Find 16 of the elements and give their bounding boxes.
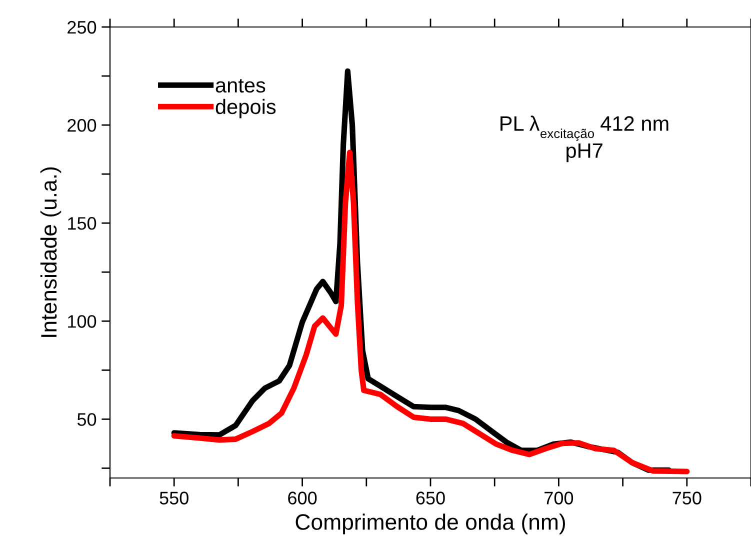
annotation: PL λexcitação 412 nm xyxy=(500,116,668,141)
x-tick-label: 750 xyxy=(672,492,702,504)
x-tick-label: 550 xyxy=(160,492,188,504)
y-tick-label: 250 xyxy=(68,20,96,34)
legend-label: antes xyxy=(216,78,266,93)
y-tick-label: 50 xyxy=(77,413,96,426)
y-tick-label: 100 xyxy=(68,315,96,328)
y-tick-label: 150 xyxy=(68,217,96,230)
x-tick-label: 700 xyxy=(544,492,574,504)
legend-label: depois xyxy=(216,98,276,118)
y-axis-title: Intensidade (u.a.) xyxy=(40,167,62,337)
x-axis-title: Comprimento de onda (nm) xyxy=(296,514,565,534)
x-tick-label: 600 xyxy=(288,492,317,504)
annotation: pH7 xyxy=(566,143,602,162)
y-tick-label: 200 xyxy=(68,118,96,132)
x-tick-label: 650 xyxy=(416,492,445,504)
